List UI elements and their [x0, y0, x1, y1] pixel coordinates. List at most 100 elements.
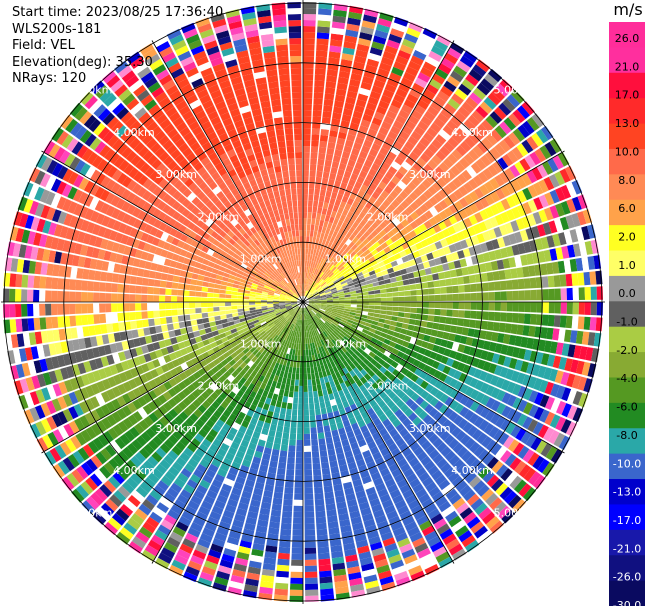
gate — [465, 454, 477, 467]
gate — [245, 280, 253, 286]
gate — [101, 417, 112, 430]
gate — [479, 263, 487, 273]
gate — [21, 318, 29, 332]
gate — [313, 275, 318, 282]
gate — [488, 341, 497, 352]
gate — [191, 453, 202, 463]
gate — [431, 469, 443, 481]
gate — [479, 242, 489, 253]
gate — [9, 304, 16, 318]
gate — [488, 292, 495, 301]
gate — [390, 404, 400, 414]
gate — [51, 162, 63, 177]
gate — [352, 321, 359, 326]
gate — [117, 303, 124, 312]
gate — [243, 296, 250, 300]
gate — [362, 358, 370, 366]
gate — [338, 303, 345, 307]
gate — [347, 385, 354, 393]
gate — [297, 421, 303, 428]
gate — [482, 511, 496, 525]
gate — [187, 245, 196, 254]
gate — [369, 412, 379, 421]
gate — [229, 580, 244, 590]
gate — [415, 44, 430, 56]
gate — [344, 294, 351, 298]
gate — [423, 189, 433, 200]
gate — [185, 326, 193, 334]
gate — [553, 315, 561, 328]
gate — [214, 453, 224, 463]
gate — [85, 477, 98, 491]
gate — [449, 269, 457, 278]
gate — [183, 302, 190, 309]
gate — [280, 444, 288, 452]
gate — [362, 76, 374, 85]
gate — [489, 177, 500, 190]
gate — [168, 466, 180, 477]
gate — [311, 289, 317, 294]
gate — [235, 507, 248, 517]
gate — [319, 570, 332, 578]
gate — [282, 396, 288, 403]
gate — [476, 141, 489, 154]
gate — [345, 238, 352, 246]
gate — [304, 266, 307, 273]
gate — [413, 431, 424, 442]
gate — [304, 523, 315, 530]
gate — [338, 248, 345, 256]
gate — [391, 348, 400, 356]
gate — [402, 417, 412, 428]
gate — [376, 520, 389, 530]
gate — [131, 439, 143, 451]
gate — [250, 417, 258, 426]
gate — [314, 262, 318, 269]
gate — [119, 331, 127, 341]
gate — [442, 228, 451, 238]
gate — [497, 333, 505, 343]
gate — [490, 203, 500, 216]
gate — [74, 217, 84, 230]
gate — [127, 402, 137, 414]
gate — [340, 157, 349, 165]
gate — [333, 574, 348, 583]
gate — [29, 200, 39, 215]
gate — [330, 167, 338, 175]
gate — [223, 378, 231, 387]
gate — [9, 226, 19, 241]
gate — [315, 284, 320, 290]
gate — [89, 197, 100, 210]
gate — [34, 186, 45, 201]
gate — [303, 104, 312, 111]
gate — [164, 371, 174, 380]
gate — [375, 482, 386, 492]
gate — [312, 323, 317, 330]
gate — [241, 354, 248, 362]
gate — [259, 433, 268, 442]
gate — [249, 307, 256, 311]
gate — [387, 180, 397, 190]
gate — [109, 364, 119, 376]
gate — [27, 231, 36, 245]
gate — [393, 239, 402, 248]
gate — [423, 220, 433, 230]
gate — [389, 190, 399, 199]
gate — [172, 211, 181, 221]
gate — [351, 67, 364, 76]
gate — [424, 460, 436, 471]
gate — [316, 38, 329, 46]
gate — [76, 465, 89, 480]
gate — [131, 207, 142, 218]
gate — [438, 199, 449, 210]
gate — [148, 439, 159, 451]
gate — [510, 220, 520, 232]
gate — [365, 524, 378, 534]
gate — [241, 490, 252, 499]
gate — [54, 444, 67, 459]
gate — [514, 231, 523, 243]
gate — [352, 395, 360, 404]
gate — [301, 308, 303, 314]
gate — [449, 493, 462, 505]
gate — [121, 176, 133, 188]
gate — [281, 364, 286, 372]
